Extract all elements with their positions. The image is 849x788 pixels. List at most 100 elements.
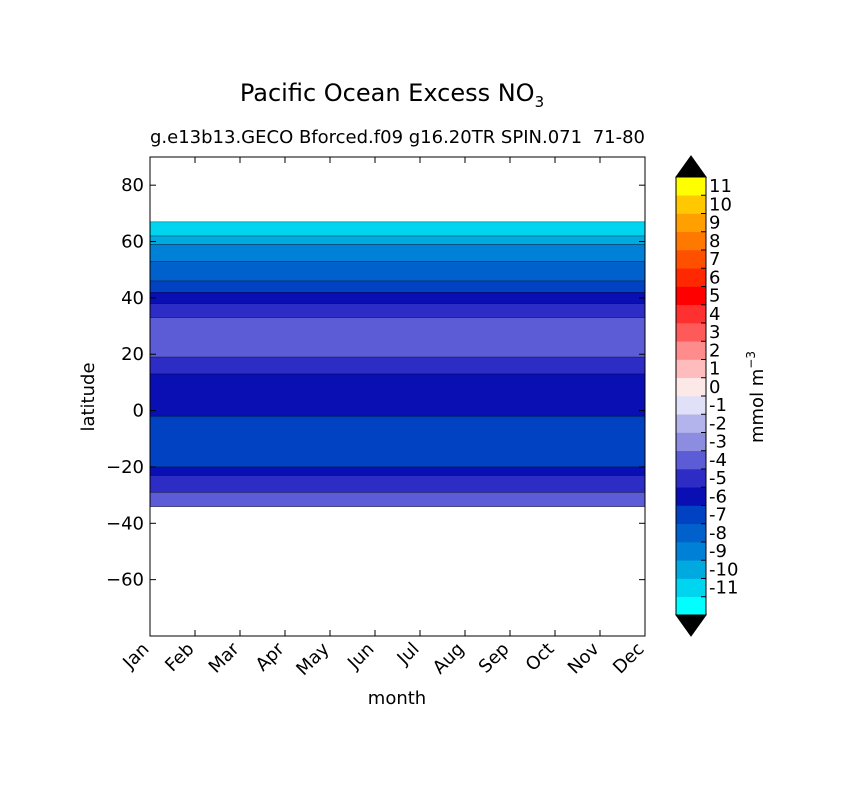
colorbar-swatch (676, 341, 706, 360)
colorbar-swatch (676, 304, 706, 324)
colorbar-tick-label: 4 (709, 304, 720, 325)
x-tick-label: Nov (564, 638, 604, 678)
colorbar-swatch (676, 596, 706, 616)
colorbar-swatch (676, 396, 706, 415)
y-tick-label: 20 (121, 344, 144, 365)
contour-band (150, 235, 645, 245)
y-axis-label: latitude (78, 362, 99, 431)
contour-band (150, 221, 645, 237)
colorbar-label-superscript: −3 (744, 351, 758, 369)
colorbar-swatch (676, 195, 706, 214)
colorbar-swatch (676, 377, 706, 397)
contour-band (150, 280, 645, 293)
colorbar-swatch (676, 213, 706, 233)
chart-title-main: Pacific Ocean Excess NO (240, 79, 535, 107)
colorbar-tick-label: 5 (709, 286, 720, 307)
colorbar-swatch (676, 560, 706, 579)
colorbar-tick-label: 8 (709, 231, 720, 252)
colorbar-tick-label: 2 (709, 340, 720, 361)
y-tick-label: 80 (121, 175, 144, 196)
colorbar-tick-label: 0 (709, 377, 720, 398)
plot-area: Jan Feb Mar Apr May Jun Jul Aug Sep Oct Nov Dec 80 6… (106, 156, 649, 680)
colorbar-tick-label: -11 (709, 578, 738, 599)
x-axis-label: month (368, 688, 426, 709)
chart-title-subscript: 3 (535, 93, 545, 111)
contour-band (150, 492, 645, 507)
contour-band (150, 317, 645, 358)
y-tick-label: −20 (106, 457, 144, 478)
x-tick-label: Dec (609, 639, 648, 678)
colorbar-swatch (676, 177, 706, 196)
colorbar-swatch (676, 487, 706, 506)
colorbar-tick-label: 3 (709, 322, 720, 343)
contour-band (150, 261, 645, 282)
colorbar-swatch (676, 359, 706, 379)
colorbar-tick-label: -1 (709, 395, 727, 416)
x-tick-label: Jun (343, 639, 378, 674)
y-tick-label: 40 (121, 288, 144, 309)
colorbar-tick-label: 10 (709, 194, 732, 215)
y-tick-label: −60 (106, 570, 144, 591)
y-tick-label: 0 (133, 401, 144, 422)
x-tick-label: Oct (522, 639, 559, 676)
colorbar-swatch (676, 414, 706, 433)
plot-frame (149, 156, 646, 637)
colorbar-extend-top (675, 155, 707, 178)
colorbar-tick-label: -10 (709, 559, 738, 580)
colorbar-extend-bottom (675, 614, 707, 637)
colorbar-tick-label: -2 (709, 413, 727, 434)
x-tick-label: Sep (475, 639, 514, 678)
colorbar-swatch (676, 469, 706, 488)
x-tick-label: May (292, 638, 333, 679)
colorbar-swatch (676, 505, 706, 525)
colorbar-label-main: mmol m (747, 369, 768, 443)
colorbar-swatch (676, 432, 706, 452)
colorbar-tick-label: 11 (709, 176, 732, 197)
colorbar-tick-label: -7 (709, 505, 727, 526)
colorbar-swatch (676, 286, 706, 306)
contour-band (150, 475, 645, 493)
contour-band (150, 357, 645, 375)
colorbar-tick-label: -6 (709, 486, 727, 507)
colorbar-tick-label: 1 (709, 359, 720, 380)
y-axis: 80 60 40 20 0 −20 −40 −60 (106, 175, 645, 591)
colorbar-tick-label: -3 (709, 432, 727, 453)
x-tick-label: Apr (252, 638, 289, 675)
x-axis: Jan Feb Mar Apr May Jun Jul Aug Sep Oct Nov Dec (118, 157, 649, 680)
colorbar-label: mmol m−3 (744, 351, 768, 443)
colorbar-tick-label: 9 (709, 213, 720, 234)
contour-band (150, 373, 645, 417)
contour-band (150, 244, 645, 262)
colorbar-swatch (676, 450, 706, 470)
chart-title: Pacific Ocean Excess NO3 (240, 79, 544, 111)
colorbar-tick-label: -5 (709, 468, 727, 489)
colorbar-tick-label: 7 (709, 249, 720, 270)
x-tick-label: Aug (429, 639, 469, 679)
x-tick-label: Jan (118, 639, 153, 674)
contour-bands (150, 221, 645, 507)
colorbar-swatch (676, 578, 706, 598)
contour-band (150, 303, 645, 319)
colorbar-swatch (676, 523, 706, 543)
x-tick-label: Feb (161, 639, 198, 676)
colorbar-tick-label: -9 (709, 541, 727, 562)
colorbar-tick-label: -4 (709, 450, 727, 471)
colorbar-swatch (676, 323, 706, 342)
x-tick-label: Jul (393, 639, 424, 670)
x-tick-label: Mar (205, 638, 244, 677)
contour-band (150, 466, 645, 476)
y-tick-label: −40 (106, 513, 144, 534)
colorbar-swatch (676, 268, 706, 287)
y-tick-label: 60 (121, 232, 144, 253)
colorbar-swatch (676, 542, 706, 561)
colorbar-tick-label: 6 (709, 267, 720, 288)
contour-band (150, 416, 645, 468)
colorbar-tick-label: -8 (709, 523, 727, 544)
chart-subtitle-right: 71-80 (593, 127, 645, 148)
colorbar-swatch (676, 250, 706, 269)
colorbar-swatch (676, 231, 706, 251)
chart-subtitle-left: g.e13b13.GECO Bforced.f09 g16.20TR SPIN.… (150, 127, 582, 148)
contour-band (150, 292, 645, 305)
